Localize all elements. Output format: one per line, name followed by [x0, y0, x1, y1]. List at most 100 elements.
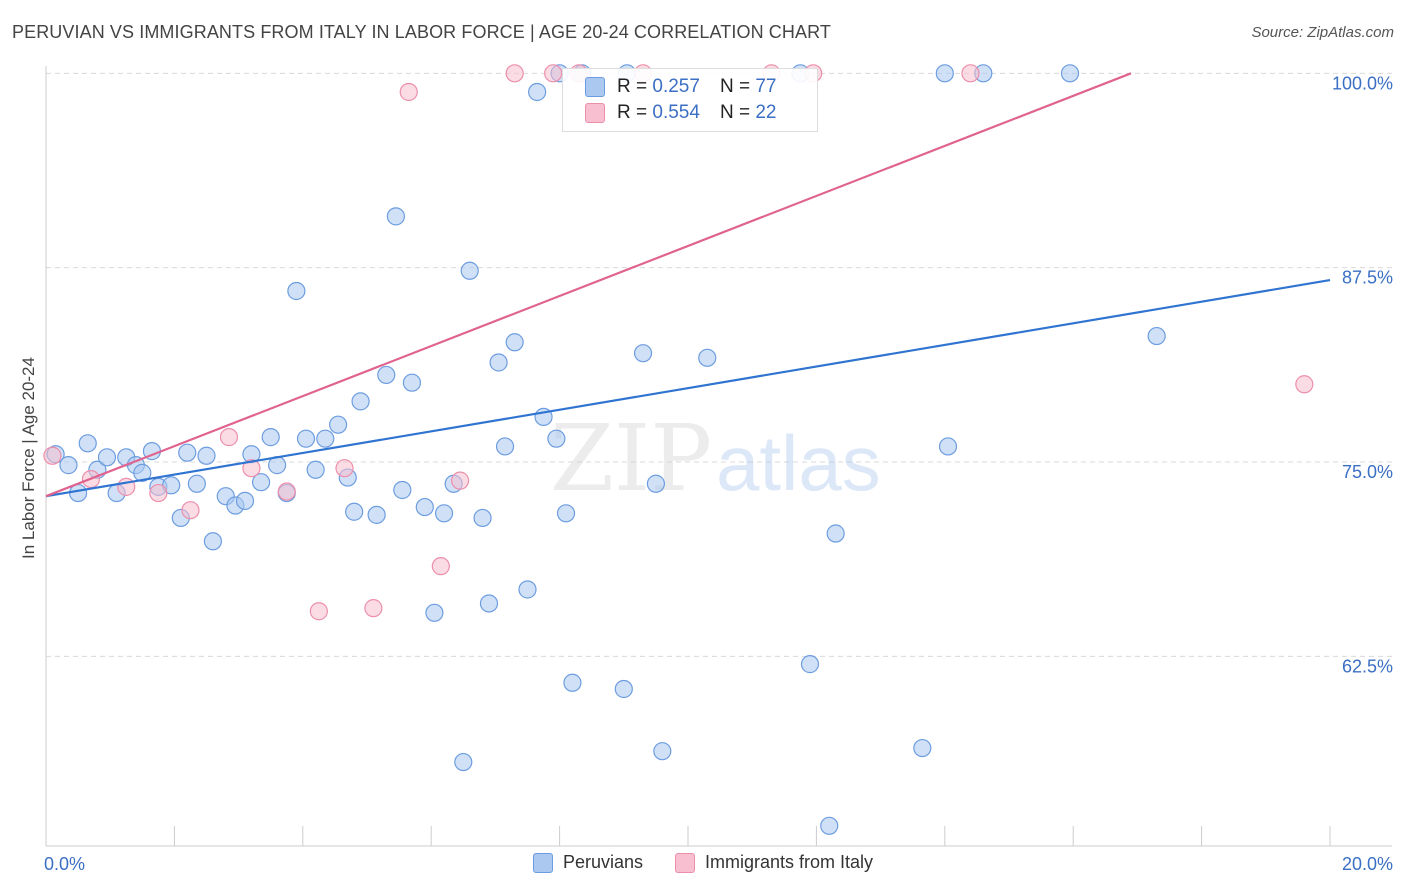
legend-swatch-blue	[532, 852, 553, 873]
legend-n-label: N =	[719, 76, 751, 97]
peruvian-point	[415, 497, 434, 517]
x-tick-label: 20.0%	[1342, 854, 1393, 874]
legend-n-label: N =	[719, 102, 751, 123]
peruvian-point	[518, 580, 537, 599]
peruvian-point	[913, 738, 932, 758]
legend-r-label: R =	[617, 76, 648, 97]
peruvian-point	[377, 365, 396, 385]
italy-point	[149, 483, 168, 503]
y-tick-label: 75.0%	[1342, 462, 1393, 482]
peruvian-point	[251, 473, 271, 492]
italy-point	[505, 64, 524, 83]
peruvian-point	[235, 491, 255, 510]
peruvian-point	[938, 437, 958, 456]
peruvian-point	[460, 261, 479, 280]
legend-r-value: 0.257	[652, 76, 700, 97]
watermark-zip: ZIP	[550, 405, 712, 512]
italy-point	[364, 599, 383, 618]
peruvian-point	[402, 373, 422, 392]
peruvian-point	[296, 429, 316, 448]
legend-swatch-pink	[675, 852, 695, 873]
peruvian-point	[178, 443, 197, 462]
legend-r-value: 0.554	[652, 102, 700, 123]
italy-point	[219, 428, 239, 447]
legend-label-peruvians: Peruvians	[562, 852, 643, 872]
peruvian-point	[59, 456, 78, 475]
italy-point	[544, 64, 563, 83]
legend-item-peruvians[interactable]: Peruvians	[532, 852, 643, 873]
legend-n-value: 22	[755, 102, 777, 123]
y-tick-label: 87.5%	[1342, 268, 1393, 288]
italy-point	[309, 602, 328, 621]
peruvian-point	[698, 348, 717, 367]
italy-point	[242, 459, 261, 478]
peruvian-point	[133, 463, 152, 482]
peruvian-point	[495, 437, 515, 456]
peruvian-point	[826, 524, 845, 543]
peruvian-point	[187, 474, 206, 493]
peruvian-trendline	[45, 279, 1331, 498]
peruvian-point	[1060, 64, 1080, 83]
peruvian-point	[306, 460, 325, 479]
trend-layer	[45, 72, 1331, 498]
peruvian-point	[473, 508, 492, 528]
y-axis-label: In Labor Force | Age 20-24	[19, 357, 38, 559]
peruvian-point	[547, 429, 566, 448]
legend-n-value: 77	[755, 76, 777, 97]
italy-trendline	[45, 72, 1132, 498]
y-tick-label: 62.5%	[1342, 656, 1393, 676]
legend-row-italy: R = 0.554 N = 22	[585, 101, 776, 125]
peruvian-point	[78, 434, 97, 453]
grid-layer	[45, 72, 1392, 846]
chart-title: PERUVIAN VS IMMIGRANTS FROM ITALY IN LAB…	[12, 22, 831, 42]
peruvian-point	[386, 207, 405, 226]
tick-layer: 100.0% 87.5% 75.0% 62.5% 0.0% 20.0%	[44, 73, 1393, 874]
peruvian-point	[316, 429, 335, 448]
peruvian-point	[528, 82, 547, 102]
peruvian-point	[1147, 326, 1166, 346]
watermark-atlas: atlas	[716, 419, 881, 507]
legend-r-label: R =	[617, 102, 648, 123]
peruvian-point	[646, 474, 666, 493]
peruvian-point	[434, 504, 454, 523]
peruvian-point	[479, 594, 499, 613]
peruvian-point	[563, 673, 582, 692]
italy-point	[181, 501, 200, 520]
peruvian-point	[614, 679, 633, 699]
legend-item-italy[interactable]: Immigrants from Italy	[675, 852, 873, 873]
source-label: Source: ZipAtlas.com	[1251, 24, 1394, 41]
legend-row-peruvians: R = 0.257 N = 77	[585, 75, 776, 99]
italy-point	[450, 471, 470, 490]
peruvian-point	[454, 752, 473, 772]
italy-point	[399, 82, 418, 102]
peruvian-point	[653, 742, 672, 761]
peruvian-point	[97, 448, 117, 467]
italy-point	[431, 557, 450, 576]
peruvian-point	[820, 816, 839, 835]
points-layer	[43, 64, 1314, 835]
peruvian-point	[633, 344, 653, 363]
peruvian-point	[935, 64, 954, 83]
italy-point	[335, 459, 354, 478]
peruvian-point	[351, 392, 370, 411]
peruvian-point	[287, 281, 306, 301]
peruvian-point	[261, 428, 280, 447]
correlation-legend: R = 0.257 N = 77 R = 0.554 N = 22	[562, 68, 818, 132]
italy-point	[961, 64, 980, 83]
peruvian-point	[393, 480, 412, 500]
legend-label-italy: Immigrants from Italy	[705, 852, 874, 872]
peruvian-point	[197, 446, 216, 465]
peruvian-point	[556, 504, 576, 523]
peruvian-point	[489, 353, 508, 372]
legend-swatch-blue	[585, 77, 605, 97]
peruvian-point	[329, 415, 348, 434]
watermark: ZIP atlas	[550, 405, 881, 512]
peruvian-point	[203, 532, 223, 551]
y-tick-label: 100.0%	[1332, 73, 1393, 93]
italy-point	[43, 446, 62, 465]
italy-point	[1295, 375, 1314, 394]
peruvian-point	[505, 333, 524, 352]
peruvian-point	[800, 655, 820, 674]
peruvian-point	[425, 603, 444, 622]
